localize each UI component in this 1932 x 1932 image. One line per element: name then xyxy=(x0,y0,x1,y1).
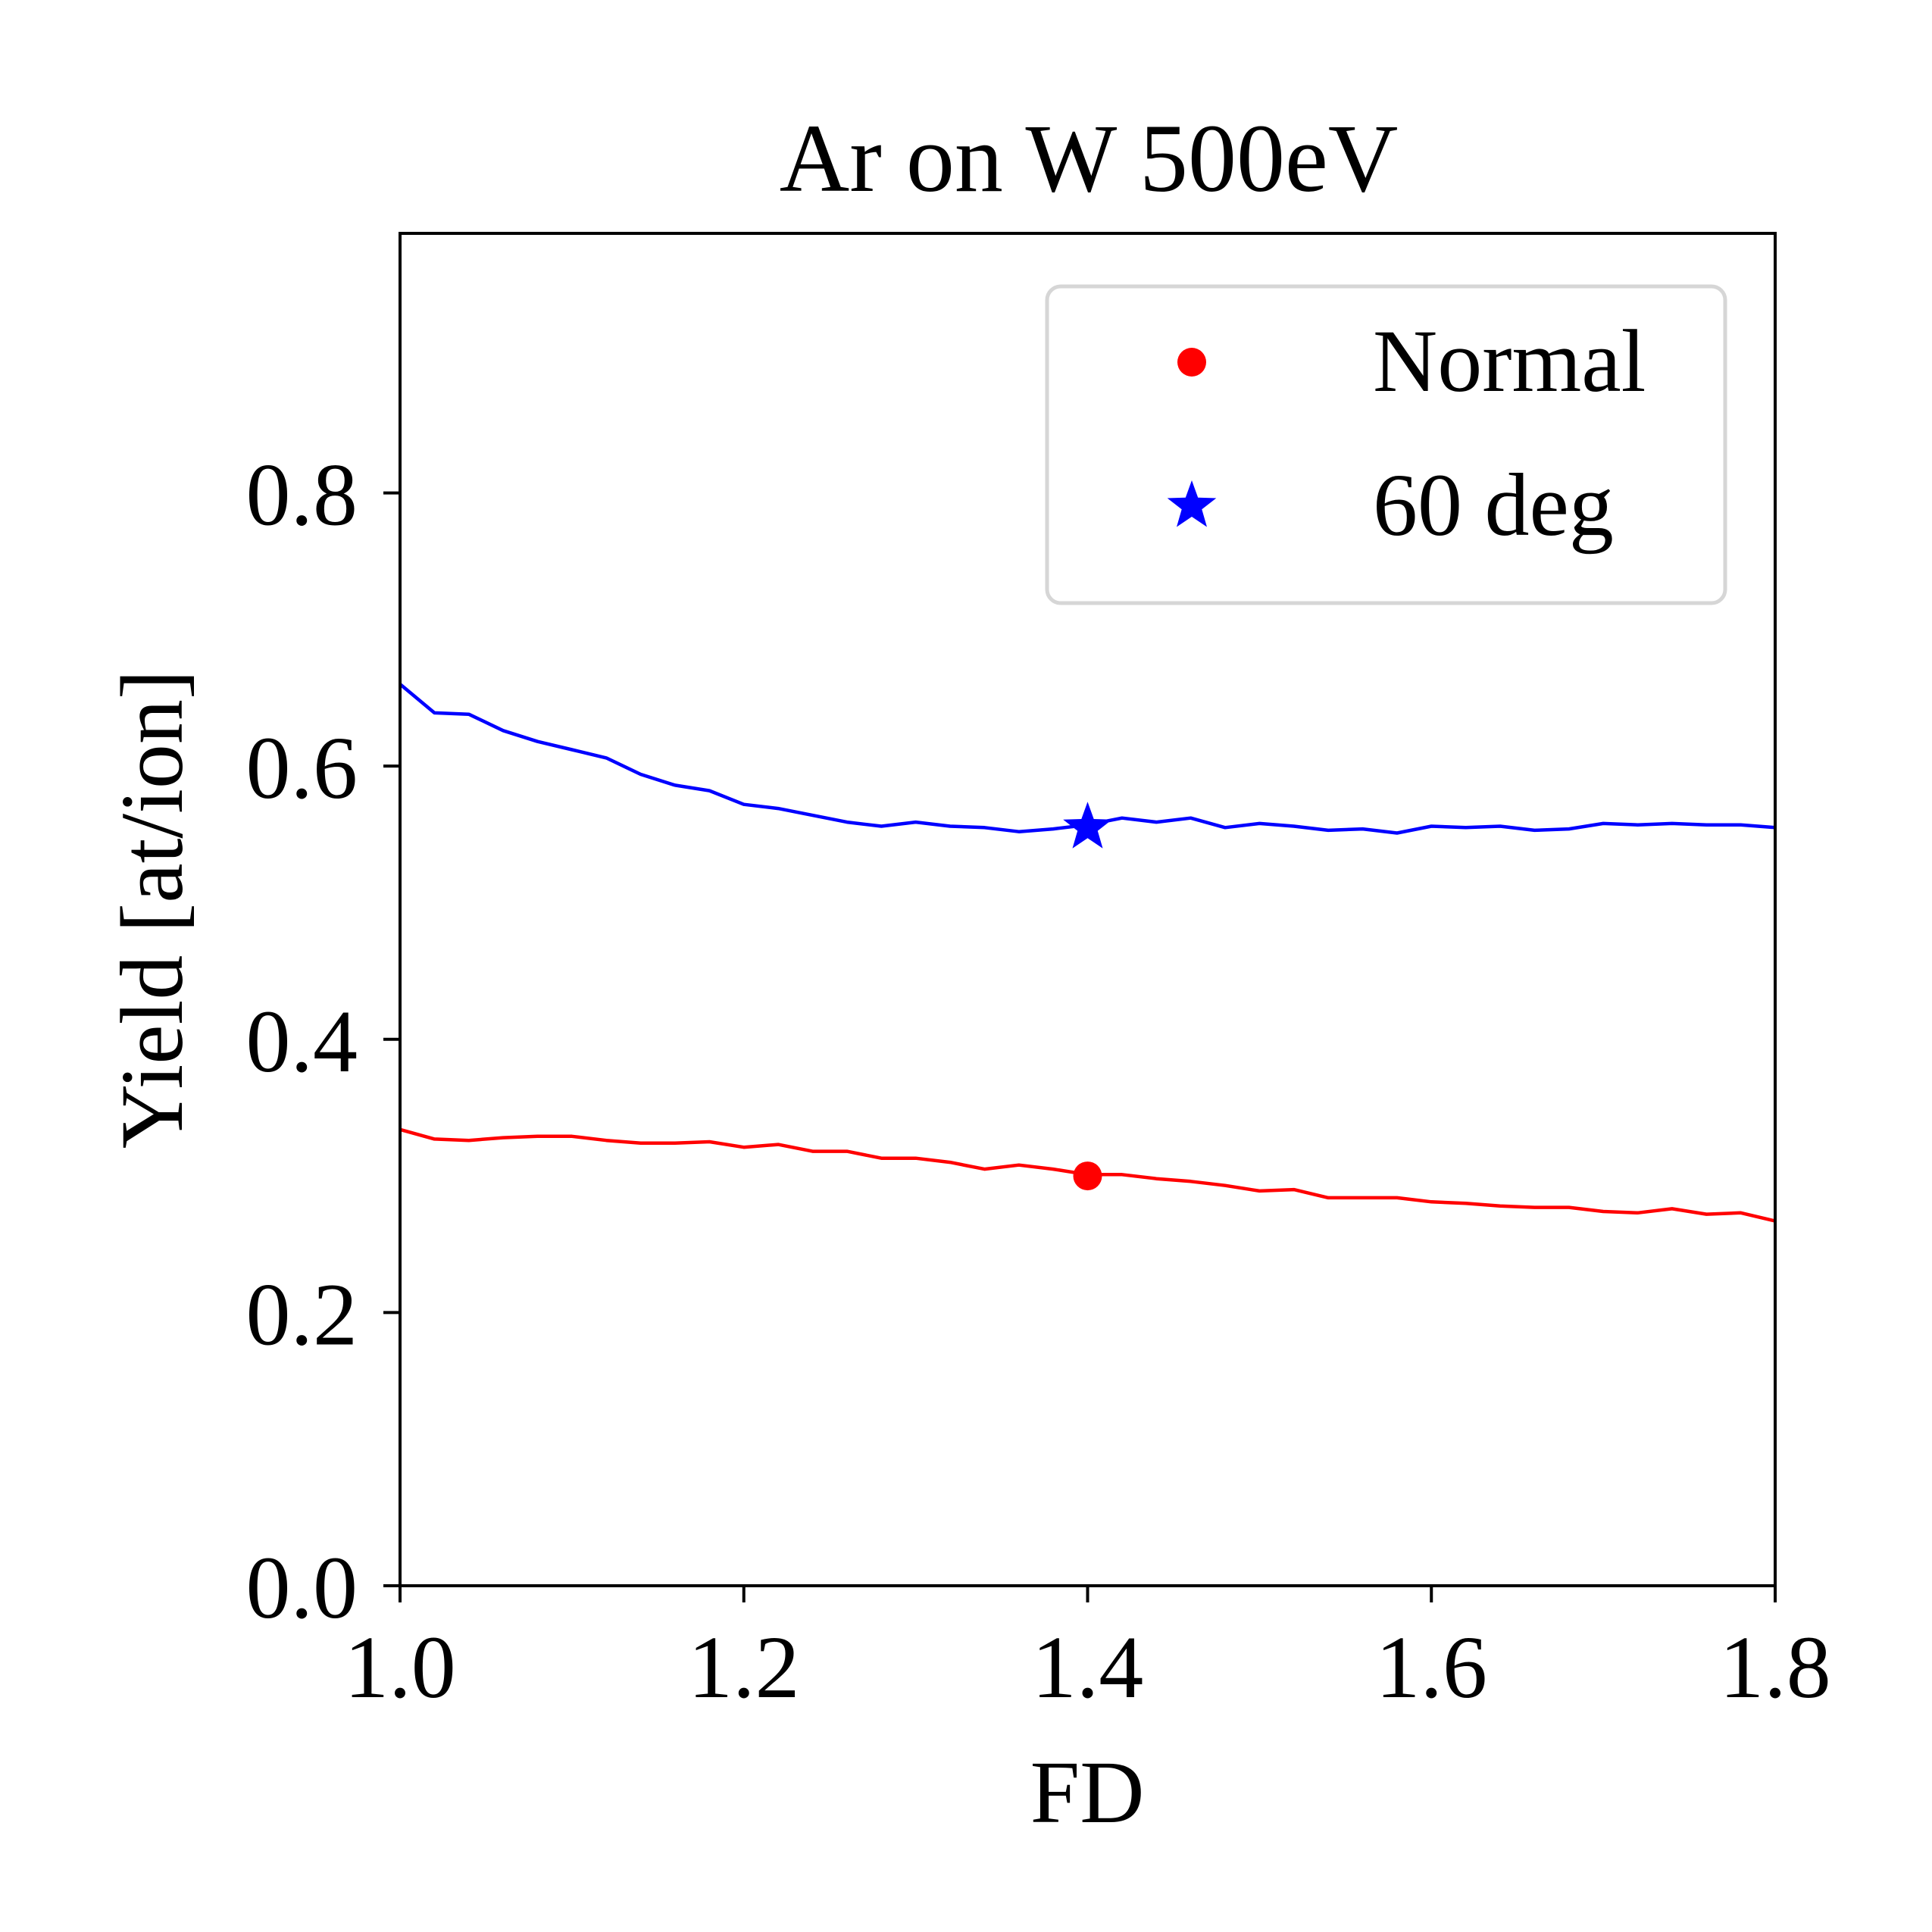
series-group xyxy=(399,683,1776,1223)
x-axis-ticks: 1.0 1.2 1.4 1.6 1.8 xyxy=(344,1586,1831,1717)
series-marker-0 xyxy=(1073,1161,1102,1191)
x-tick-label: 1.8 xyxy=(1719,1618,1831,1717)
y-tick-label: 0.0 xyxy=(246,1538,358,1637)
series-marker-1 xyxy=(1063,802,1112,849)
y-tick-label: 0.4 xyxy=(246,992,358,1091)
x-axis-label: FD xyxy=(1030,1743,1145,1842)
legend-box xyxy=(1045,284,1727,605)
y-axis-label: Yield [at/ion] xyxy=(102,670,202,1149)
y-tick-label: 0.8 xyxy=(246,445,358,545)
x-tick-label: 1.2 xyxy=(688,1618,800,1717)
legend: Normal 60 deg xyxy=(1045,284,1727,605)
marker-group xyxy=(1063,802,1112,1191)
legend-entries: Normal 60 deg xyxy=(1167,311,1646,555)
chart-title: Ar on W 500eV xyxy=(780,105,1399,212)
legend-label: Normal xyxy=(1373,311,1646,411)
x-tick-label: 1.0 xyxy=(344,1618,456,1717)
legend-label: 60 deg xyxy=(1373,455,1614,555)
y-tick-label: 0.2 xyxy=(246,1265,358,1364)
x-tick-label: 1.6 xyxy=(1376,1618,1488,1717)
legend-marker-1 xyxy=(1167,480,1217,527)
y-axis-ticks: 0.0 0.2 0.4 0.6 0.8 xyxy=(246,445,400,1637)
y-tick-label: 0.6 xyxy=(246,718,358,818)
x-tick-label: 1.4 xyxy=(1032,1618,1144,1717)
legend-marker-0 xyxy=(1177,348,1206,377)
